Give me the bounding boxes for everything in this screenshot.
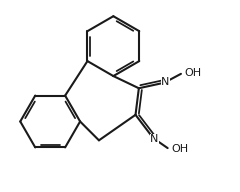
Text: N: N <box>150 134 159 144</box>
Text: N: N <box>161 77 170 87</box>
Text: OH: OH <box>171 144 188 154</box>
Text: OH: OH <box>184 68 201 78</box>
